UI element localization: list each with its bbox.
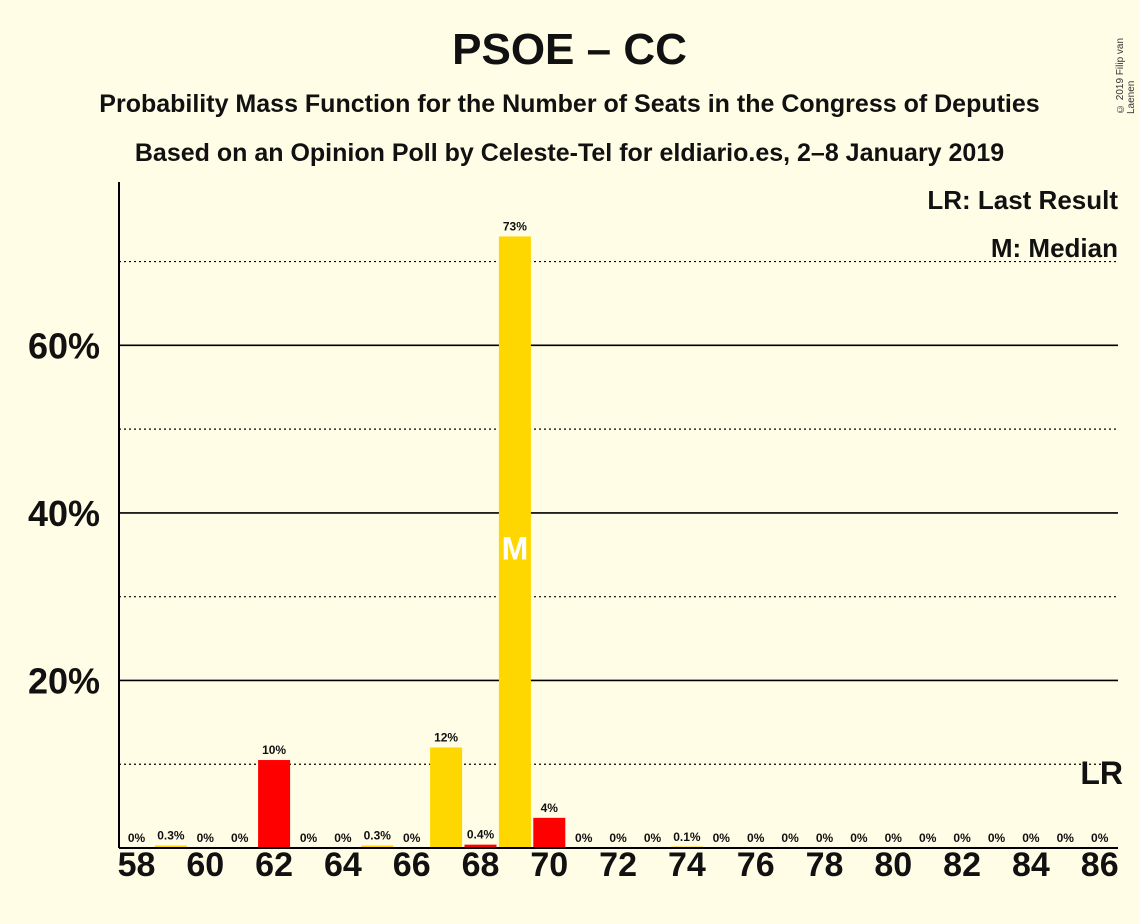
last-result-marker: LR xyxy=(1080,755,1123,791)
bar-value-label: 0% xyxy=(1057,831,1075,845)
x-tick-label: 86 xyxy=(1081,846,1119,884)
chart-subtitle: Probability Mass Function for the Number… xyxy=(99,90,1040,118)
bar-value-label: 0% xyxy=(231,831,249,845)
bar-seat-62 xyxy=(258,760,291,848)
bar-seat-69 xyxy=(498,236,531,849)
x-tick-label: 58 xyxy=(118,846,156,884)
bar-value-label: 0% xyxy=(1022,831,1040,845)
bar-value-label: 10% xyxy=(262,743,286,757)
y-tick-label: 20% xyxy=(28,660,100,701)
x-tick-label: 76 xyxy=(737,846,775,884)
bar-value-label: 0% xyxy=(953,831,971,845)
bar-seat-59 xyxy=(154,845,187,848)
legend-median: M: Median xyxy=(991,233,1118,263)
x-tick-label: 78 xyxy=(806,846,844,884)
bar-value-label: 0% xyxy=(609,831,627,845)
bar-value-label: 0% xyxy=(1091,831,1109,845)
x-tick-label: 74 xyxy=(668,846,706,884)
bar-seat-70 xyxy=(533,817,566,848)
bar-value-label: 0% xyxy=(300,831,318,845)
bar-value-label: 0% xyxy=(197,831,215,845)
y-tick-label: 40% xyxy=(28,493,100,534)
x-tick-label: 82 xyxy=(943,846,981,884)
bar-value-label: 73% xyxy=(503,219,527,233)
bar-value-label: 0% xyxy=(128,831,146,845)
bar-value-label: 0% xyxy=(816,831,834,845)
bar-labels: 0% 0.3% 0% 0% 10% 0% 0% 0.3% 0% 12% 0.4% 73% 4% 0% 0% 0… xyxy=(128,219,1123,845)
x-tick-label: 62 xyxy=(255,846,293,884)
bar-value-label: 0% xyxy=(747,831,765,845)
x-tick-label: 68 xyxy=(462,846,500,884)
chart-title: PSOE – CC xyxy=(452,25,687,74)
bar-value-label: 0% xyxy=(713,831,731,845)
bar-value-label: 0% xyxy=(575,831,593,845)
bars xyxy=(154,236,703,849)
y-tick-label: 60% xyxy=(28,325,100,366)
x-tick-label: 60 xyxy=(186,846,224,884)
bar-value-label: 0.4% xyxy=(467,828,495,842)
gridlines xyxy=(119,260,1118,765)
bar-value-label: 0% xyxy=(334,831,352,845)
bar-value-label: 0% xyxy=(919,831,937,845)
bar-value-label: 0.3% xyxy=(364,828,392,842)
bar-value-label: 0% xyxy=(850,831,868,845)
bar-value-label: 0% xyxy=(644,831,662,845)
x-tick-label: 84 xyxy=(1012,846,1050,884)
bar-value-label: 0% xyxy=(885,831,903,845)
bar-value-label: 12% xyxy=(434,730,458,744)
x-tick-label: 70 xyxy=(530,846,568,884)
bar-value-label: 0% xyxy=(781,831,799,845)
legend-last-result: LR: Last Result xyxy=(927,185,1118,215)
bar-value-label: 0% xyxy=(403,831,421,845)
axes: 20% 40% 60% 58 60 62 64 66 68 70 72 74 76 78 80 82 84 86 xyxy=(28,182,1119,884)
bar-value-label: 0% xyxy=(988,831,1006,845)
x-tick-label: 80 xyxy=(874,846,912,884)
x-tick-label: 64 xyxy=(324,846,362,884)
x-tick-label: 66 xyxy=(393,846,431,884)
bar-seat-65 xyxy=(361,845,394,848)
median-marker: M xyxy=(502,530,529,566)
chart-subtitle-poll: Based on an Opinion Poll by Celeste-Tel … xyxy=(134,139,1005,167)
bar-value-label: 0.3% xyxy=(157,828,185,842)
x-tick-label: 72 xyxy=(599,846,637,884)
bar-seat-68 xyxy=(464,844,497,848)
bar-seat-67 xyxy=(430,747,463,848)
bar-value-label: 4% xyxy=(541,801,559,815)
bar-value-label: 0.1% xyxy=(673,830,701,844)
